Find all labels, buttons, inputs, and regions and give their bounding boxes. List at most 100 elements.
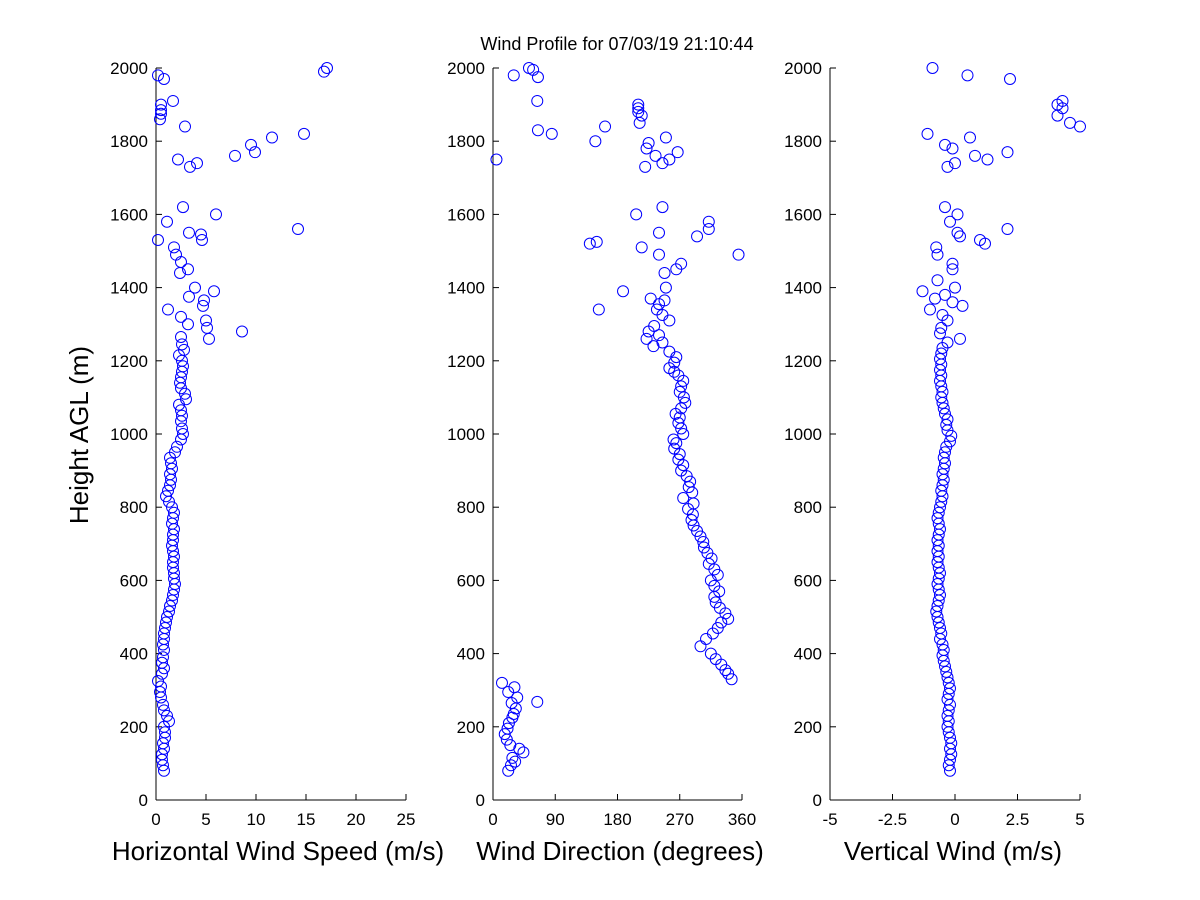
speed-data-point: [189, 281, 201, 294]
vertical-wind-data-point: [946, 296, 959, 309]
speed-x-tick-label: 20: [347, 810, 366, 829]
direction-data-point: [509, 755, 522, 768]
speed-data-point: [155, 107, 167, 120]
vertical-wind-data-point: [924, 303, 936, 316]
direction-data-point: [675, 257, 688, 270]
direction-data-point: [675, 380, 688, 393]
speed-data-point: [175, 331, 187, 344]
vertical-wind-data-point: [939, 288, 951, 301]
vertical-wind-data-point: [936, 385, 949, 398]
direction-y-tick-label: 1200: [447, 352, 485, 371]
vertical-wind-data-point: [949, 281, 961, 294]
speed-x-axis-label: Horizontal Wind Speed (m/s): [112, 836, 444, 866]
vertical-wind-data-point: [931, 248, 944, 261]
speed-y-tick-label: 800: [120, 498, 148, 517]
speed-x-tick-label: 15: [297, 810, 316, 829]
direction-y-tick-label: 600: [457, 571, 485, 590]
speed-x-tick-label: 10: [247, 810, 266, 829]
direction-data-point: [671, 146, 684, 159]
vertical-wind-data-point: [1001, 146, 1014, 159]
vertical-wind-y-tick-label: 1800: [784, 132, 822, 151]
direction-x-tick-label: 90: [546, 810, 565, 829]
vertical-wind-data-point: [961, 69, 974, 82]
direction-data-point: [709, 596, 722, 609]
direction-data-point: [722, 667, 735, 680]
vertical-wind-y-tick-label: 1400: [784, 279, 822, 298]
speed-data-point: [236, 325, 248, 338]
speed-data-point: [179, 120, 191, 133]
speed-data-point: [182, 318, 194, 331]
direction-panel: 0 200 400 600 800 1000 1200 1400 1600 1800 2000 0 90…: [447, 59, 756, 829]
speed-data-point: [318, 65, 330, 78]
direction-data-point: [502, 764, 515, 777]
speed-x-tick-label: 0: [151, 810, 160, 829]
direction-y-tick-label: 400: [457, 645, 485, 664]
vertical-wind-data-point: [940, 665, 953, 678]
speed-data-point: [184, 160, 196, 173]
vertical-wind-data-point: [934, 523, 946, 536]
speed-y-tick-label: 200: [120, 718, 148, 737]
direction-data-point: [545, 127, 558, 140]
speed-y-tick-label: 600: [120, 571, 148, 590]
direction-data-point: [663, 345, 676, 358]
speed-data-point: [163, 605, 175, 618]
vertical-wind-data-point: [941, 671, 954, 684]
vertical-wind-data-point: [951, 208, 964, 221]
direction-data-point: [672, 417, 685, 430]
speed-data-point: [197, 299, 209, 312]
speed-data-point: [171, 440, 183, 453]
direction-data-point: [668, 442, 681, 455]
vertical-wind-y-tick-label: 800: [794, 498, 822, 517]
vertical-wind-data-point: [936, 309, 949, 322]
vertical-wind-data-point: [935, 321, 948, 334]
direction-x-tick-label: 360: [728, 810, 756, 829]
vertical-wind-data-point: [949, 157, 961, 170]
direction-data-point: [644, 292, 657, 305]
direction-data-point: [650, 303, 663, 316]
direction-data-point: [670, 437, 683, 450]
direction-data-point: [490, 153, 503, 166]
direction-data-point: [649, 149, 662, 162]
direction-y-tick-label: 1000: [447, 425, 485, 444]
direction-data-point: [702, 215, 715, 228]
speed-data-point: [163, 715, 175, 728]
vertical-wind-data-point: [939, 407, 951, 420]
direction-data-point: [679, 396, 692, 409]
vertical-wind-data-point: [934, 352, 946, 365]
speed-data-point: [159, 726, 171, 739]
speed-data-point: [198, 294, 210, 307]
direction-data-point: [632, 105, 645, 118]
vertical-wind-data-point: [935, 347, 948, 360]
speed-data-point: [208, 285, 220, 298]
vertical-wind-x-tick-label: 2.5: [1006, 810, 1030, 829]
vertical-wind-data-point: [939, 201, 951, 214]
direction-data-point: [527, 63, 540, 76]
vertical-wind-y-tick-label: 2000: [784, 59, 822, 78]
direction-data-point: [501, 722, 514, 735]
speed-y-tick-label: 1400: [110, 279, 148, 298]
direction-data-point: [673, 385, 686, 398]
speed-data-point: [161, 611, 173, 623]
speed-data-point: [175, 404, 187, 417]
direction-x-tick-label: 0: [488, 810, 497, 829]
direction-data-point: [639, 160, 652, 173]
speed-data-point: [176, 422, 188, 435]
speed-x-tick-label: 25: [397, 810, 416, 829]
direction-data-point: [663, 153, 676, 166]
speed-data-point: [176, 338, 188, 351]
vertical-wind-data-point: [941, 413, 954, 426]
vertical-wind-data-point: [934, 567, 946, 580]
speed-y-tick-label: 2000: [110, 59, 148, 78]
speed-data-point: [180, 393, 192, 406]
speed-data-point: [191, 157, 203, 170]
direction-data-point: [498, 728, 511, 741]
direction-data-point: [648, 320, 661, 333]
speed-data-point: [158, 72, 170, 85]
speed-data-point: [170, 248, 182, 261]
speed-data-point: [200, 314, 212, 327]
direction-data-point: [495, 676, 508, 689]
speed-data-point: [177, 201, 189, 214]
direction-data-point: [697, 535, 710, 548]
vertical-wind-y-tick-label: 400: [794, 645, 822, 664]
